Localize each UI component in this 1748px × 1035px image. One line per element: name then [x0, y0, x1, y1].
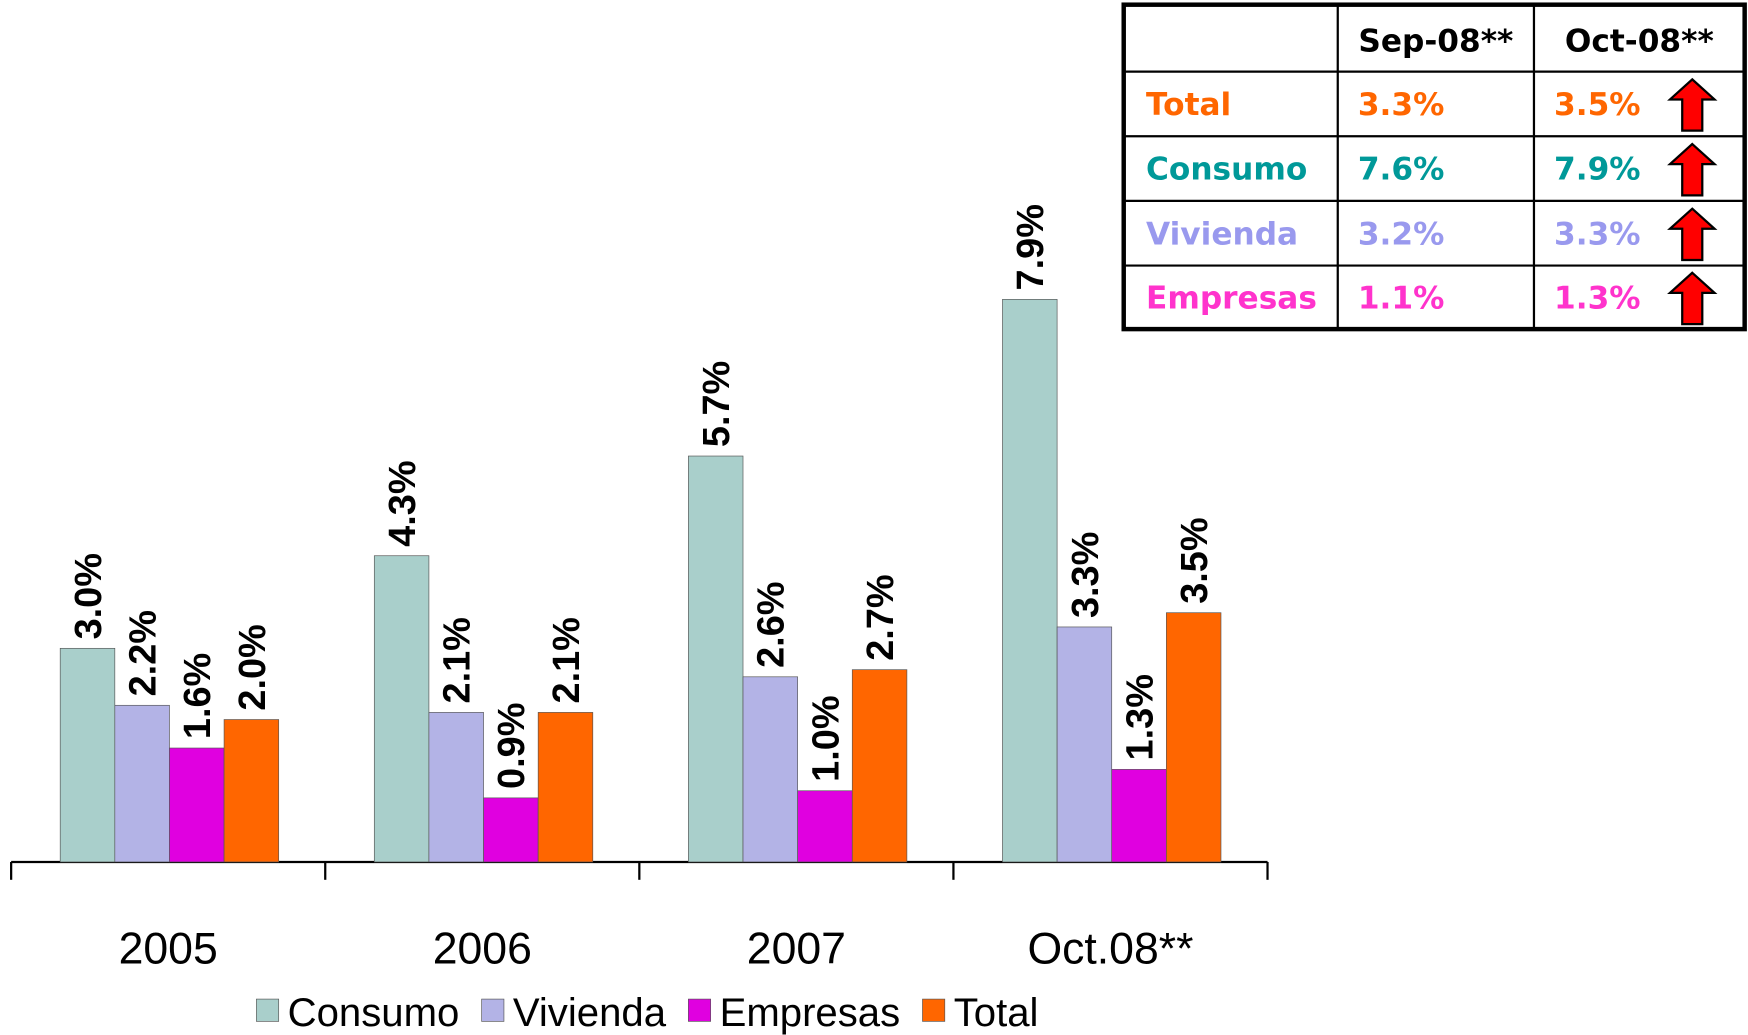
bar: [742, 676, 798, 863]
bar: [1056, 626, 1113, 863]
table-cell: 1.3%: [1554, 280, 1641, 316]
value-label: 3.0%: [68, 553, 110, 639]
bar: [688, 455, 744, 863]
table-cell: 7.6%: [1358, 152, 1445, 188]
bar: [223, 719, 280, 863]
value-label: 2.0%: [232, 624, 274, 710]
bar: [1002, 299, 1058, 863]
value-label: 1.0%: [805, 695, 847, 781]
bar: [114, 704, 170, 863]
legend-label: Vivienda: [513, 990, 667, 1035]
value-label: 1.6%: [177, 653, 219, 739]
value-label: 2.1%: [546, 617, 588, 703]
up-arrow: [1667, 207, 1718, 262]
bar: [1111, 769, 1167, 863]
bar: [537, 712, 594, 863]
bar: [59, 647, 116, 863]
value-label: 2.1%: [437, 617, 479, 703]
legend-label: Total: [954, 990, 1039, 1035]
value-label: 2.2%: [123, 610, 165, 696]
bar: [851, 669, 908, 863]
table-cell: 3.5%: [1554, 87, 1641, 123]
x-tick-label: 2007: [747, 924, 846, 973]
legend-swatch: [688, 998, 711, 1022]
table-row-label: Total: [1146, 87, 1231, 123]
bar: [373, 555, 430, 863]
bar: [1166, 612, 1222, 863]
up-arrow: [1667, 77, 1718, 132]
legend-swatch: [922, 998, 946, 1022]
x-tick-label: 2005: [119, 924, 218, 973]
table-header: Sep-08**: [1358, 24, 1513, 60]
value-label: 1.3%: [1119, 674, 1161, 760]
bar: [428, 712, 484, 863]
table-cell: 3.3%: [1358, 87, 1445, 123]
bar: [483, 797, 539, 863]
legend-label: Consumo: [288, 990, 460, 1035]
table-cell: 7.9%: [1554, 152, 1641, 188]
table-cell: 1.1%: [1358, 280, 1445, 316]
value-label: 5.7%: [696, 361, 738, 447]
up-arrow: [1667, 271, 1718, 326]
x-tick-label: 2006: [433, 924, 532, 973]
value-label: 7.9%: [1010, 204, 1052, 290]
value-label: 4.3%: [382, 460, 424, 546]
table-row-label: Empresas: [1146, 280, 1317, 316]
bar: [797, 790, 853, 863]
bar: [169, 747, 225, 863]
table-border: [1121, 2, 1747, 332]
value-label: 2.6%: [751, 582, 793, 668]
table-row-label: Consumo: [1146, 152, 1307, 188]
value-label: 2.7%: [860, 574, 902, 660]
legend-swatch: [256, 998, 280, 1022]
value-label: 3.5%: [1174, 517, 1216, 603]
legend-label: Empresas: [720, 990, 901, 1035]
table-cell: 3.3%: [1554, 216, 1641, 252]
legend-swatch: [481, 998, 505, 1022]
table-row-label: Vivienda: [1146, 216, 1298, 252]
value-label: 3.3%: [1065, 532, 1107, 618]
x-tick-label: Oct.08**: [1027, 924, 1193, 973]
up-arrow: [1667, 142, 1718, 197]
value-label: 0.9%: [491, 703, 533, 789]
table-cell: 3.2%: [1358, 216, 1445, 252]
table-header: Oct-08**: [1565, 24, 1714, 60]
